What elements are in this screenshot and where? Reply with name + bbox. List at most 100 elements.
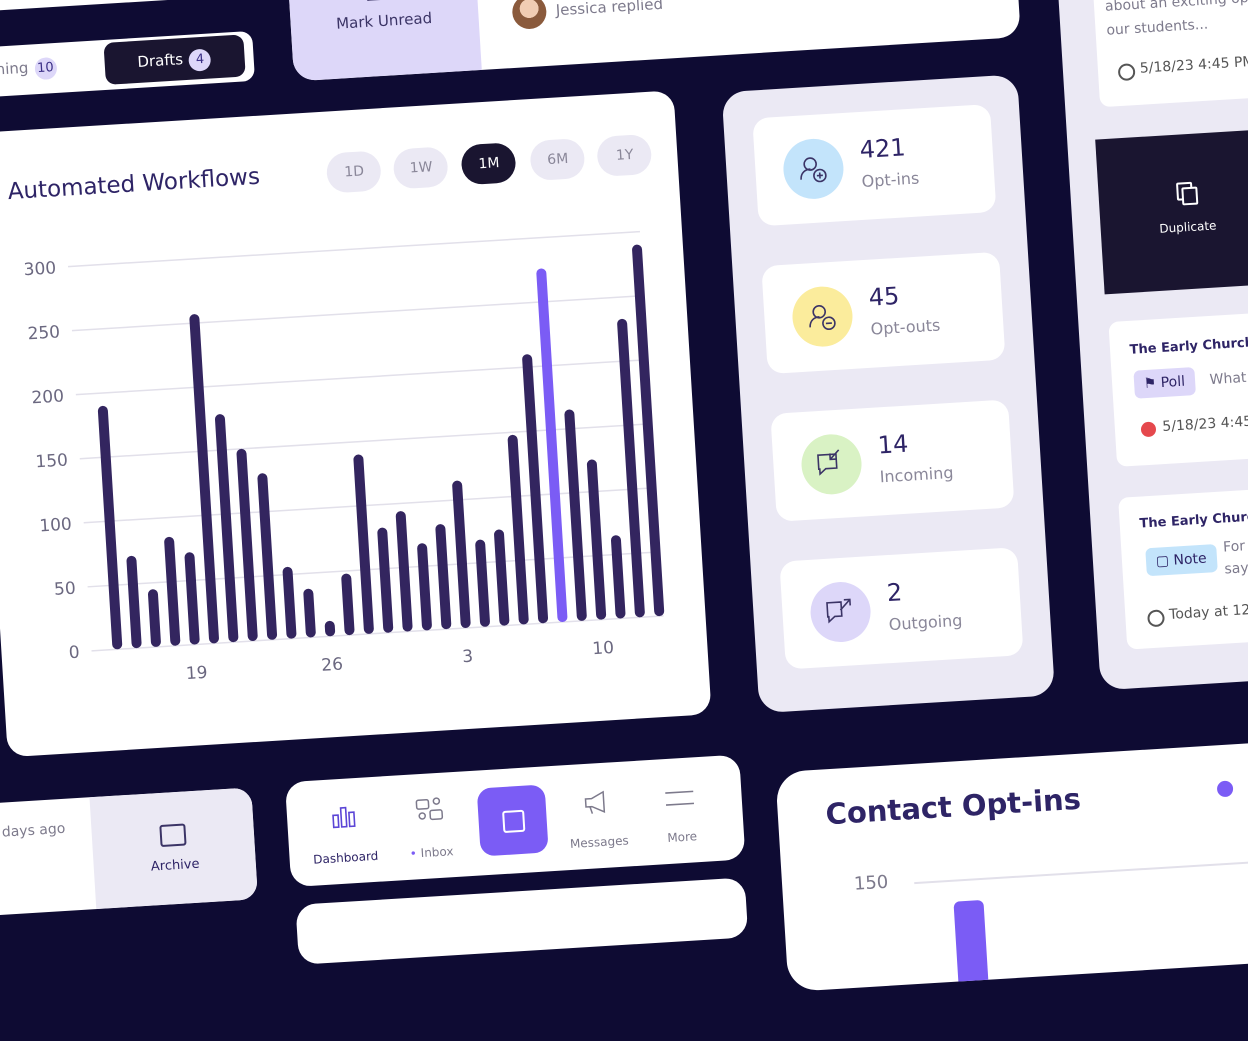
grid-line [68,230,641,268]
preview-time: 5/18/23 4:45 PM [1139,54,1248,78]
tag-label: Note [1173,550,1208,569]
y-tick-label: 50 [54,578,77,599]
bar [215,413,239,642]
grid-line [72,294,645,332]
bar [189,313,220,644]
bottom-card [295,877,748,965]
bar [475,539,491,627]
bar [632,244,665,616]
compose-button[interactable] [476,784,549,857]
post-snippet: For [1222,538,1246,556]
grid-line [87,550,660,588]
nav-item[interactable]: • Inbox [409,843,454,861]
inbox-icon [415,797,444,820]
preview-line: our students... [1106,17,1209,40]
check-icon [1146,609,1165,628]
post-title: The Early Church [1139,509,1248,532]
stat-icon [791,284,855,349]
post-snippet: say [1224,560,1248,578]
tab-label: Drafts [136,50,184,71]
messages-icon [584,790,606,814]
duplicate-button[interactable]: Duplicate [1094,129,1248,295]
action-label: Mark Unread [335,9,433,34]
tab-label: oming [0,58,29,80]
card-title: Contact Opt-ins [824,781,1082,831]
grid-line [913,857,1248,884]
y-tick-label: 300 [23,258,57,280]
x-tick-label: 19 [186,663,209,684]
tab-count: 4 [188,48,212,72]
mark-unread-button[interactable]: Mark Unread [285,0,482,82]
post-card[interactable]: The Early Church ▢ Note For say Today at… [1117,487,1248,650]
x-tick-label: 3 [462,646,474,667]
stat-label: Outgoing [888,610,963,634]
grid-line [84,486,657,524]
nav-label: Inbox [420,843,454,860]
bar [236,448,259,641]
stat-icon [800,432,864,496]
icon [817,449,840,476]
action-label: Archive [150,856,200,875]
stat-card: 2 Outgoing [779,546,1024,670]
bar [536,268,568,622]
bar [564,409,588,621]
bar [522,353,549,623]
message-card: Mark Unread Jessica replied [285,0,1021,82]
bar [611,534,626,619]
y-tick-label: 0 [69,642,81,663]
bar [257,472,278,640]
bar [98,405,123,650]
stat-label: Opt-ins [861,168,920,191]
more-icon [665,790,695,806]
top-card [0,0,254,12]
stat-card: 14 Incoming [770,399,1015,522]
chart: 0 50 100 150 200 250 300 19 26 3 10 [23,230,665,684]
stat-label: Incoming [879,462,954,487]
stat-value: 45 [867,281,901,312]
bar [126,555,142,648]
y-tick-label: 150 [853,871,889,895]
y-tick-label: 150 [35,450,69,472]
bar [303,588,317,638]
archive-card: days ago Archive [0,787,259,917]
bar [148,588,162,647]
bar [435,523,452,629]
activity-text: Jessica replied [555,0,664,20]
post-time: 5/18/23 4:45 [1161,413,1248,435]
stats-panel: 421 Opt-ins 45 Opt-outs 14 Incoming 2 Outgoing [721,73,1056,713]
tab-count: 10 [33,56,58,81]
bar [325,620,336,636]
nav-item[interactable]: More [666,828,698,845]
stat-card: 45 Opt-outs [761,251,1006,374]
action-label: Duplicate [1158,218,1217,237]
stat-card: 421 Opt-ins [752,103,997,227]
feed-preview: about an exciting opp our students... 5/… [1089,0,1248,108]
contact-optins-card: Contact Opt-ins 150 [774,740,1248,992]
check-icon [1117,63,1136,82]
icon [365,0,401,2]
icon [159,823,187,847]
tag-label: Poll [1160,373,1186,391]
tab-active[interactable]: Drafts 4 [103,34,246,85]
x-tick-label: 26 [321,654,344,675]
icon [826,598,852,624]
bar [396,510,413,632]
bar [341,573,355,635]
tab[interactable]: oming 10 [0,56,58,84]
bar [417,542,433,631]
icon [502,809,526,833]
post-card[interactable]: The Early Church: ⚑ Poll What 5/18/23 4:… [1107,311,1248,467]
y-tick-label: 250 [27,322,61,344]
stat-icon [782,136,846,201]
archive-button[interactable]: Archive [89,787,259,909]
nav-item[interactable]: Messages [569,833,630,851]
legend-dot [1216,780,1234,797]
bar [508,434,530,625]
canvas: oming 10 Drafts 4 Mark Unread Jessica repl… [0,0,1248,992]
post-tag: ▢ Note [1145,544,1218,577]
bar [494,529,510,626]
y-tick-label: 100 [39,514,73,536]
nav-item[interactable]: Dashboard [312,848,379,867]
y-tick-label: 200 [31,386,65,408]
grid-line [76,358,649,396]
